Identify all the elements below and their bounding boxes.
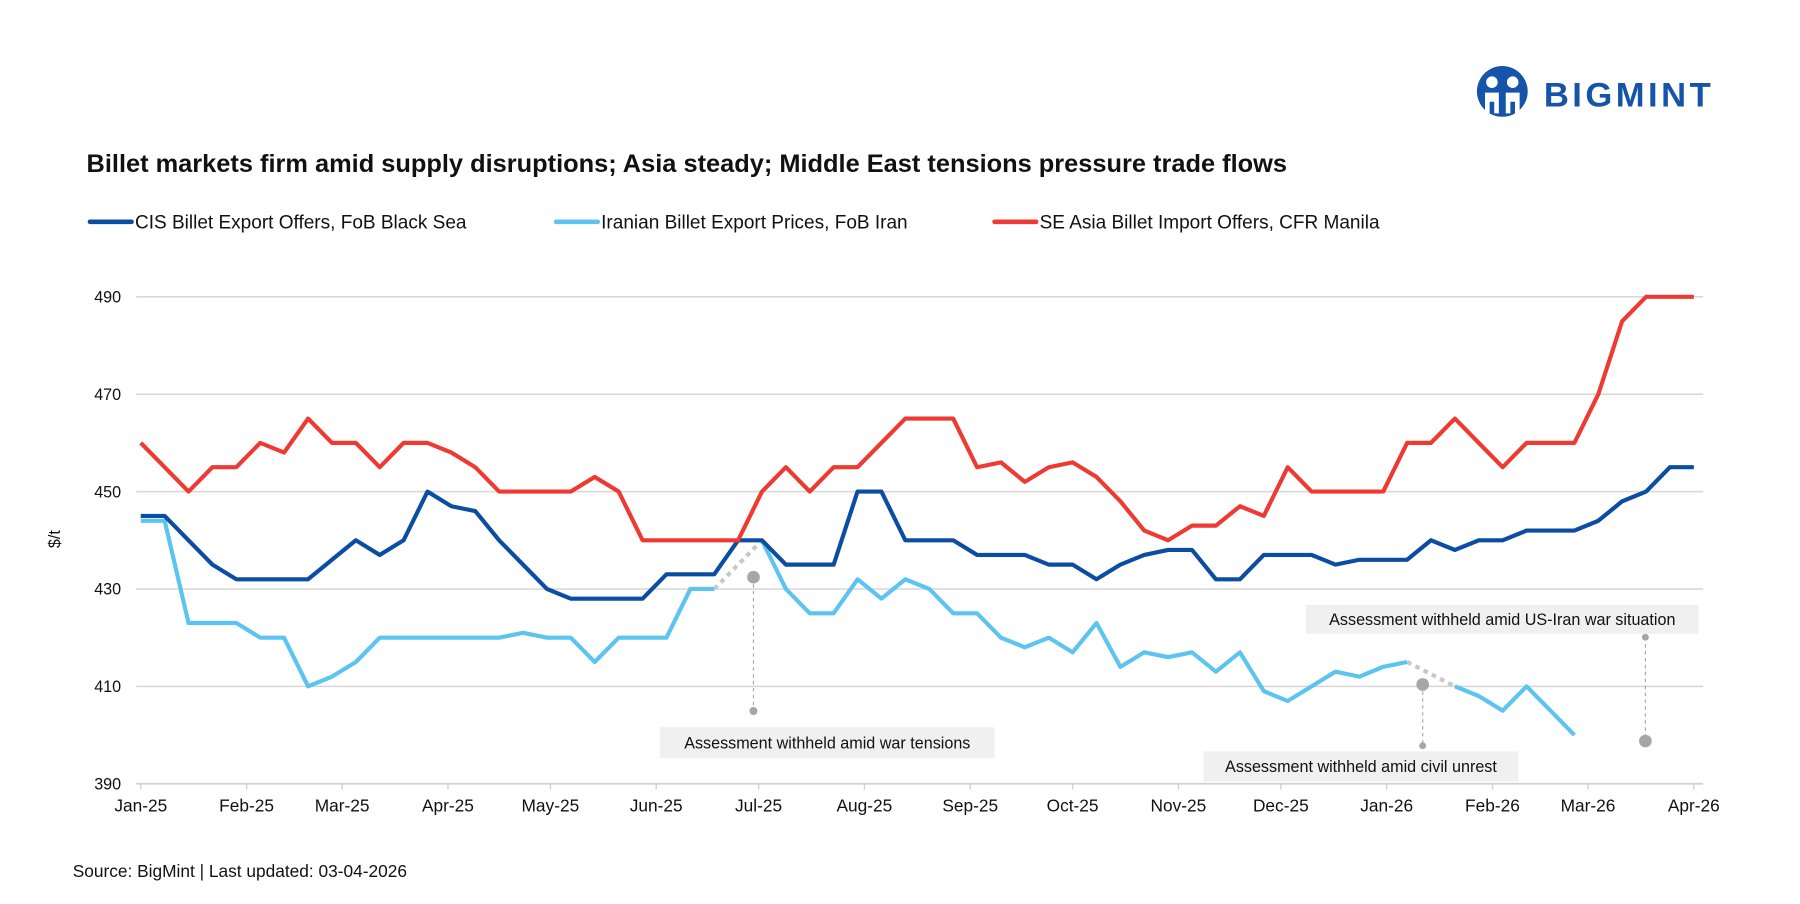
x-tick-label: Apr-25 — [422, 795, 474, 815]
callout-dot — [749, 707, 758, 716]
series-line-2 — [139, 294, 1694, 543]
y-tick-label: 450 — [94, 483, 121, 501]
x-tick-label: Jan-26 — [1360, 795, 1413, 815]
x-tick-label: Jun-25 — [630, 795, 683, 815]
y-axis-label: $/t — [46, 530, 64, 548]
y-tick-label: 470 — [94, 386, 121, 404]
bigmint-logo: BIGMINT — [1476, 66, 1714, 117]
gap-connector — [1406, 660, 1456, 689]
x-tick-label: Mar-26 — [1561, 795, 1616, 815]
series-line-0 — [140, 465, 1694, 601]
annotation-text: Assessment withheld amid US-Iran war sit… — [1329, 611, 1675, 629]
annotation-box — [1306, 604, 1699, 634]
callout-dot — [747, 570, 760, 584]
x-tick-label: Oct-25 — [1047, 795, 1099, 815]
x-tick-label: May-25 — [522, 795, 580, 815]
source-note: Source: BigMint | Last updated: 03-04-20… — [73, 861, 407, 881]
y-tick-label: 390 — [94, 776, 121, 794]
annotation-labels: Assessment withheld amid war tensions Ass… — [660, 604, 1699, 782]
x-tick-label: Aug-25 — [837, 795, 893, 815]
series-line-1 — [140, 518, 1576, 737]
x-tick-label: Sep-25 — [942, 795, 998, 815]
gap-connector — [712, 538, 764, 591]
series-lines — [139, 294, 1694, 737]
legend: CIS Billet Export Offers, FoB Black Sea I… — [87, 213, 1380, 234]
y-tick-label: 410 — [94, 678, 121, 696]
x-tick-label: Dec-25 — [1253, 795, 1309, 815]
legend-label: CIS Billet Export Offers, FoB Black Sea — [135, 213, 467, 234]
chart-title: Billet markets firm amid supply disrupti… — [87, 150, 1287, 178]
x-tick-label: Apr-26 — [1668, 795, 1720, 815]
callout-dot — [1641, 633, 1649, 641]
axes: Jan-25 Feb-25 Mar-25 Apr-25 May-25 Jun-25 Jul-… — [114, 782, 1720, 815]
y-tick-label: 430 — [94, 581, 121, 599]
annotation-markers — [712, 538, 1652, 750]
grid: 390 410 430 450 470 490 — [94, 289, 1704, 794]
annotation-text: Assessment withheld amid war tensions — [684, 735, 970, 753]
annotation-box — [1203, 751, 1519, 782]
x-tick-label: Mar-25 — [315, 795, 370, 815]
brand-name: BIGMINT — [1544, 76, 1714, 114]
annotation-box — [660, 727, 995, 759]
legend-label: Iranian Billet Export Prices, FoB Iran — [601, 213, 907, 234]
callout-dot — [1419, 742, 1427, 750]
legend-label: SE Asia Billet Import Offers, CFR Manila — [1040, 213, 1380, 234]
callout-dot — [1416, 678, 1430, 691]
callout-dot — [1639, 734, 1652, 748]
x-tick-label: Feb-25 — [219, 795, 274, 815]
x-tick-label: Jan-25 — [114, 795, 167, 815]
x-tick-label: Jul-25 — [735, 795, 782, 815]
y-tick-label: 490 — [94, 289, 121, 307]
annotation-text: Assessment withheld amid civil unrest — [1225, 758, 1497, 776]
x-tick-label: Feb-26 — [1465, 795, 1520, 815]
x-tick-label: Nov-25 — [1151, 795, 1207, 815]
